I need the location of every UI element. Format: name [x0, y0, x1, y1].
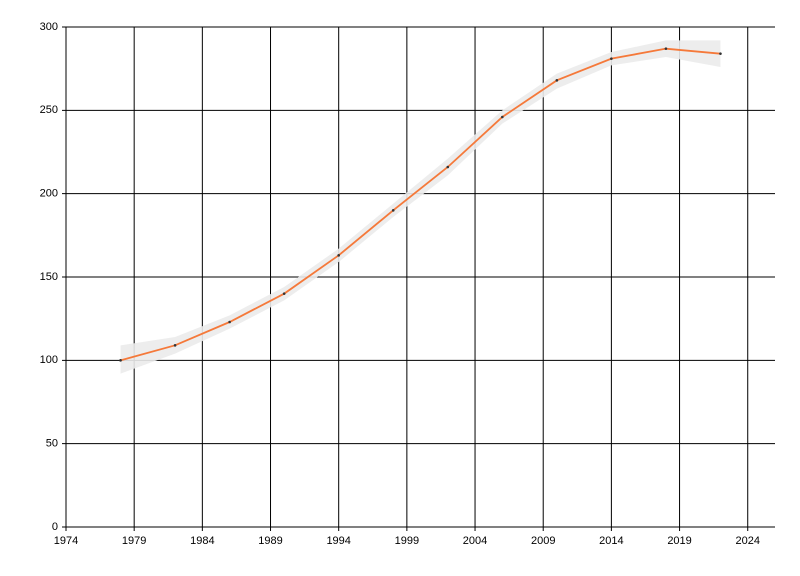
x-tick-label: 1999: [395, 535, 419, 547]
point: [446, 165, 450, 169]
point: [610, 57, 613, 60]
point: [337, 254, 340, 257]
point: [228, 320, 231, 324]
y-tick-label: 150: [40, 271, 58, 283]
line: [120, 47, 721, 362]
confidence-band: [120, 40, 721, 374]
x-tick-label: 1994: [326, 535, 350, 547]
x-tick-label: 2004: [463, 535, 487, 547]
x-tick-label: 2019: [667, 535, 691, 547]
point: [555, 79, 559, 82]
y-tick-label: 300: [40, 21, 58, 33]
x-tick-label: 2009: [531, 535, 555, 547]
y-tick-label: 250: [40, 104, 58, 116]
x-tick-label: 1974: [54, 535, 78, 547]
x-tick-label: 1989: [258, 535, 282, 547]
point: [282, 292, 286, 295]
point: [391, 209, 395, 212]
x-tick-label: 1979: [122, 535, 146, 547]
x-tick-label: 1984: [190, 535, 214, 547]
point: [119, 359, 122, 362]
y-tick-label: 50: [46, 438, 58, 450]
point: [719, 52, 722, 55]
x-tick-label: 2014: [599, 535, 623, 547]
point: [664, 47, 668, 50]
y-tick-label: 100: [40, 354, 58, 366]
x-tick-label: 2024: [735, 535, 759, 547]
y-tick-label: 200: [40, 188, 58, 200]
point: [501, 115, 504, 119]
y-tick-label: 0: [52, 521, 58, 533]
point: [173, 344, 177, 347]
